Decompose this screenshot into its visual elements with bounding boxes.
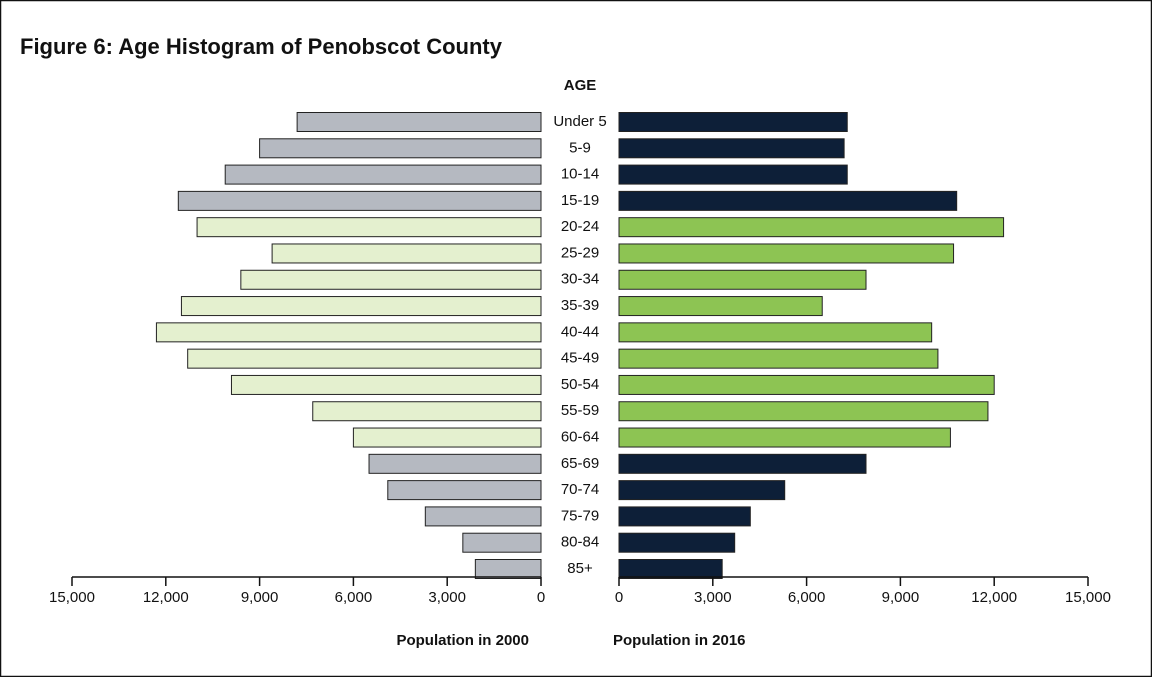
bar [424,506,542,527]
category-label: 15-19 [561,192,599,209]
bar [259,138,542,159]
center-label: AGE [564,77,597,94]
bar [462,532,542,553]
bar [618,401,989,422]
x-tick-label: 9,000 [882,589,920,606]
bar [618,480,786,501]
bar [296,112,542,132]
category-label: 60-64 [561,428,599,445]
category-label: 25-29 [561,244,599,261]
bar [618,532,736,553]
x-tick-label: 6,000 [335,589,373,606]
bar [618,217,1005,238]
bar [618,322,933,343]
bar [352,427,542,448]
bar [474,559,542,579]
x-tick-label: 3,000 [694,589,732,606]
category-label: 5-9 [569,139,591,156]
bar [618,427,951,448]
bar [240,269,542,290]
bar [187,348,542,369]
category-label: 80-84 [561,534,599,551]
bar [180,296,542,317]
x-tick-label: 15,000 [1065,589,1111,606]
category-label: 45-49 [561,350,599,367]
x-tick-label: 0 [537,589,545,606]
category-label: 20-24 [561,218,599,235]
bar [224,164,542,185]
category-label: 70-74 [561,481,599,498]
x-tick-label: 15,000 [49,589,95,606]
bar [618,296,823,317]
x-tick-label: 9,000 [241,589,279,606]
bar [618,269,867,290]
category-label: 65-69 [561,455,599,472]
category-label: 50-54 [561,376,599,393]
x-tick-label: 0 [615,589,623,606]
bar [618,453,867,474]
x-tick-label: 3,000 [428,589,466,606]
bar [312,401,542,422]
x-tick-label: 12,000 [971,589,1017,606]
bar [618,559,723,579]
category-label: 85+ [567,560,593,577]
x-tick-label: 12,000 [143,589,189,606]
bar [230,374,542,395]
bar [618,348,939,369]
chart-title: Figure 6: Age Histogram of Penobscot Cou… [20,34,503,59]
bar [618,506,751,527]
bar [177,190,542,211]
category-label: 40-44 [561,323,599,340]
bar [618,374,995,395]
x-tick-label: 6,000 [788,589,826,606]
bar [618,164,848,185]
category-label: 75-79 [561,507,599,524]
category-label: 35-39 [561,297,599,314]
bar [196,217,542,238]
category-label: 10-14 [561,166,599,183]
bar [271,243,542,264]
bar [618,243,955,264]
bar [155,322,542,343]
category-label: 55-59 [561,402,599,419]
axis-label: Population in 2016 [613,632,746,649]
bar [387,480,542,501]
bar [618,138,845,159]
axis-label: Population in 2000 [396,632,529,649]
category-label: Under 5 [553,113,606,130]
bar [618,112,848,132]
bar [368,453,542,474]
category-label: 30-34 [561,271,599,288]
bar [618,190,958,211]
